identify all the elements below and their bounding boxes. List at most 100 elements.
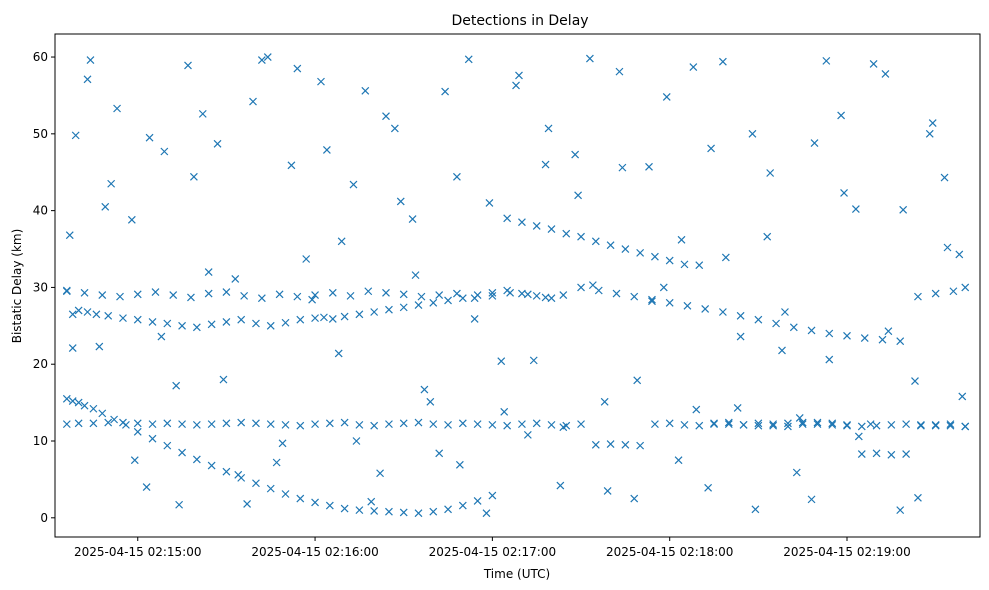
data-point <box>828 420 837 429</box>
data-point <box>278 439 287 448</box>
data-point <box>355 310 364 319</box>
data-point <box>444 505 452 514</box>
data-point <box>707 144 715 153</box>
data-point <box>857 450 866 458</box>
data-point <box>458 501 467 510</box>
data-point <box>231 275 240 283</box>
data-point <box>704 483 713 492</box>
data-point <box>485 199 494 207</box>
data-point <box>783 419 792 428</box>
data-point <box>160 147 169 156</box>
data-point <box>370 421 379 430</box>
data-point <box>600 397 609 406</box>
data-point <box>187 293 195 302</box>
data-point <box>148 420 157 429</box>
data-point <box>591 237 600 246</box>
data-point <box>435 291 444 300</box>
data-point <box>532 222 541 230</box>
data-point <box>145 133 154 142</box>
data-point <box>872 449 881 458</box>
data-point <box>884 327 893 336</box>
data-point <box>184 61 192 70</box>
data-point <box>946 420 955 429</box>
data-point <box>724 420 733 429</box>
data-point <box>488 420 497 429</box>
data-point <box>133 419 142 428</box>
data-point <box>429 298 438 307</box>
data-point <box>414 509 423 518</box>
data-point <box>807 326 816 335</box>
data-point <box>754 421 763 430</box>
data-point <box>355 420 364 429</box>
data-point <box>488 291 497 300</box>
data-point <box>518 420 526 429</box>
data-point <box>458 419 467 428</box>
data-point <box>65 231 74 240</box>
data-point <box>689 63 698 71</box>
data-point <box>621 440 630 449</box>
data-point <box>163 319 172 328</box>
data-points <box>62 53 970 518</box>
data-point <box>518 218 526 227</box>
data-point <box>325 501 334 510</box>
data-point <box>370 506 379 515</box>
data-point <box>515 71 523 80</box>
data-point <box>872 421 881 430</box>
data-point <box>175 500 184 509</box>
y-axis-label: Bistatic Delay (km) <box>10 229 24 344</box>
x-axis-ticks: 2025-04-15 02:15:00 2025-04-15 02:16:00 20… <box>74 537 911 559</box>
data-point <box>559 423 568 432</box>
data-point <box>322 146 331 154</box>
data-point <box>911 377 919 386</box>
data-point <box>252 479 260 488</box>
data-point <box>736 332 745 341</box>
data-point <box>503 214 512 223</box>
data-point <box>148 318 157 326</box>
data-point <box>854 432 863 441</box>
data-point <box>636 248 645 257</box>
data-point <box>408 215 417 223</box>
y-tick-label: 10 <box>33 434 48 448</box>
data-point <box>955 250 964 259</box>
data-point <box>444 420 452 429</box>
data-point <box>340 418 349 427</box>
data-point <box>798 418 807 427</box>
data-point <box>207 461 216 470</box>
data-point <box>701 304 710 313</box>
data-point <box>544 124 553 133</box>
data-point <box>98 409 107 418</box>
x-tick-label: 2025-04-15 02:17:00 <box>429 545 556 559</box>
data-point <box>178 321 187 330</box>
data-point <box>843 331 851 340</box>
data-point <box>86 56 95 65</box>
data-point <box>367 497 376 506</box>
data-point <box>340 312 349 321</box>
data-point <box>272 458 281 467</box>
data-point <box>577 232 585 241</box>
data-point <box>529 356 538 365</box>
data-point <box>541 293 550 302</box>
data-point <box>464 55 473 64</box>
data-point <box>352 437 361 445</box>
data-point <box>925 129 934 138</box>
data-point <box>810 139 819 147</box>
data-point <box>633 376 642 385</box>
data-point <box>902 420 911 429</box>
data-point <box>189 172 198 181</box>
data-point <box>302 255 311 263</box>
data-point <box>349 180 358 189</box>
data-point <box>89 419 98 428</box>
data-point <box>470 294 479 303</box>
data-point <box>192 455 201 464</box>
data-point <box>914 493 922 502</box>
chart-title: Detections in Delay <box>451 13 588 29</box>
data-point <box>207 420 216 429</box>
data-point <box>837 111 846 120</box>
y-axis-ticks: 0 10 20 30 40 50 60 <box>33 50 55 525</box>
data-point <box>718 308 727 316</box>
data-point <box>308 295 317 304</box>
data-point <box>961 422 970 431</box>
data-point <box>281 490 290 498</box>
data-point <box>355 506 364 515</box>
data-point <box>83 308 92 316</box>
